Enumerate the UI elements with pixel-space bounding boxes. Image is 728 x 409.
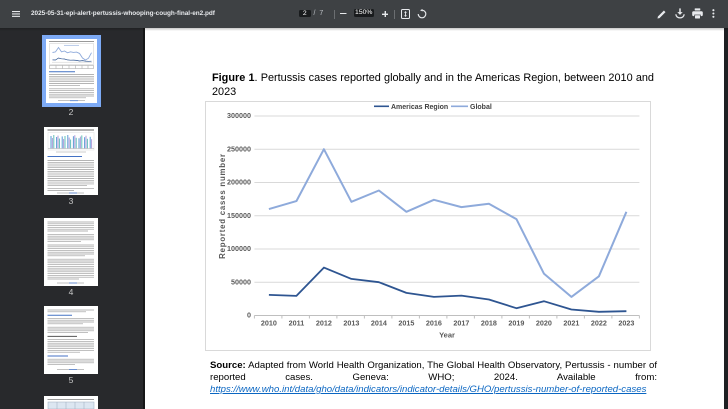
svg-text:150000: 150000	[227, 211, 251, 220]
svg-text:Global: Global	[470, 104, 492, 111]
svg-text:2014: 2014	[371, 319, 387, 328]
svg-text:2018: 2018	[481, 319, 497, 328]
svg-text:300000: 300000	[227, 111, 251, 120]
svg-text:2022: 2022	[591, 319, 607, 328]
svg-text:2017: 2017	[453, 319, 469, 328]
svg-text:2012: 2012	[316, 319, 332, 328]
svg-text:2013: 2013	[343, 319, 359, 328]
svg-text:2011: 2011	[289, 319, 305, 328]
svg-text:2020: 2020	[536, 319, 552, 328]
svg-text:Americas Region: Americas Region	[391, 104, 448, 111]
svg-text:50000: 50000	[231, 277, 251, 286]
svg-text:2010: 2010	[261, 319, 277, 328]
svg-text:Reported cases number: Reported cases number	[218, 153, 227, 259]
svg-text:100000: 100000	[227, 244, 251, 253]
svg-text:0: 0	[247, 311, 251, 320]
svg-text:2021: 2021	[563, 319, 579, 328]
svg-text:200000: 200000	[227, 178, 251, 187]
svg-text:2015: 2015	[398, 319, 414, 328]
svg-text:2023: 2023	[618, 319, 634, 328]
svg-text:2019: 2019	[508, 319, 524, 328]
svg-text:2016: 2016	[426, 319, 442, 328]
svg-text:Year: Year	[439, 331, 455, 340]
svg-text:250000: 250000	[227, 144, 251, 153]
